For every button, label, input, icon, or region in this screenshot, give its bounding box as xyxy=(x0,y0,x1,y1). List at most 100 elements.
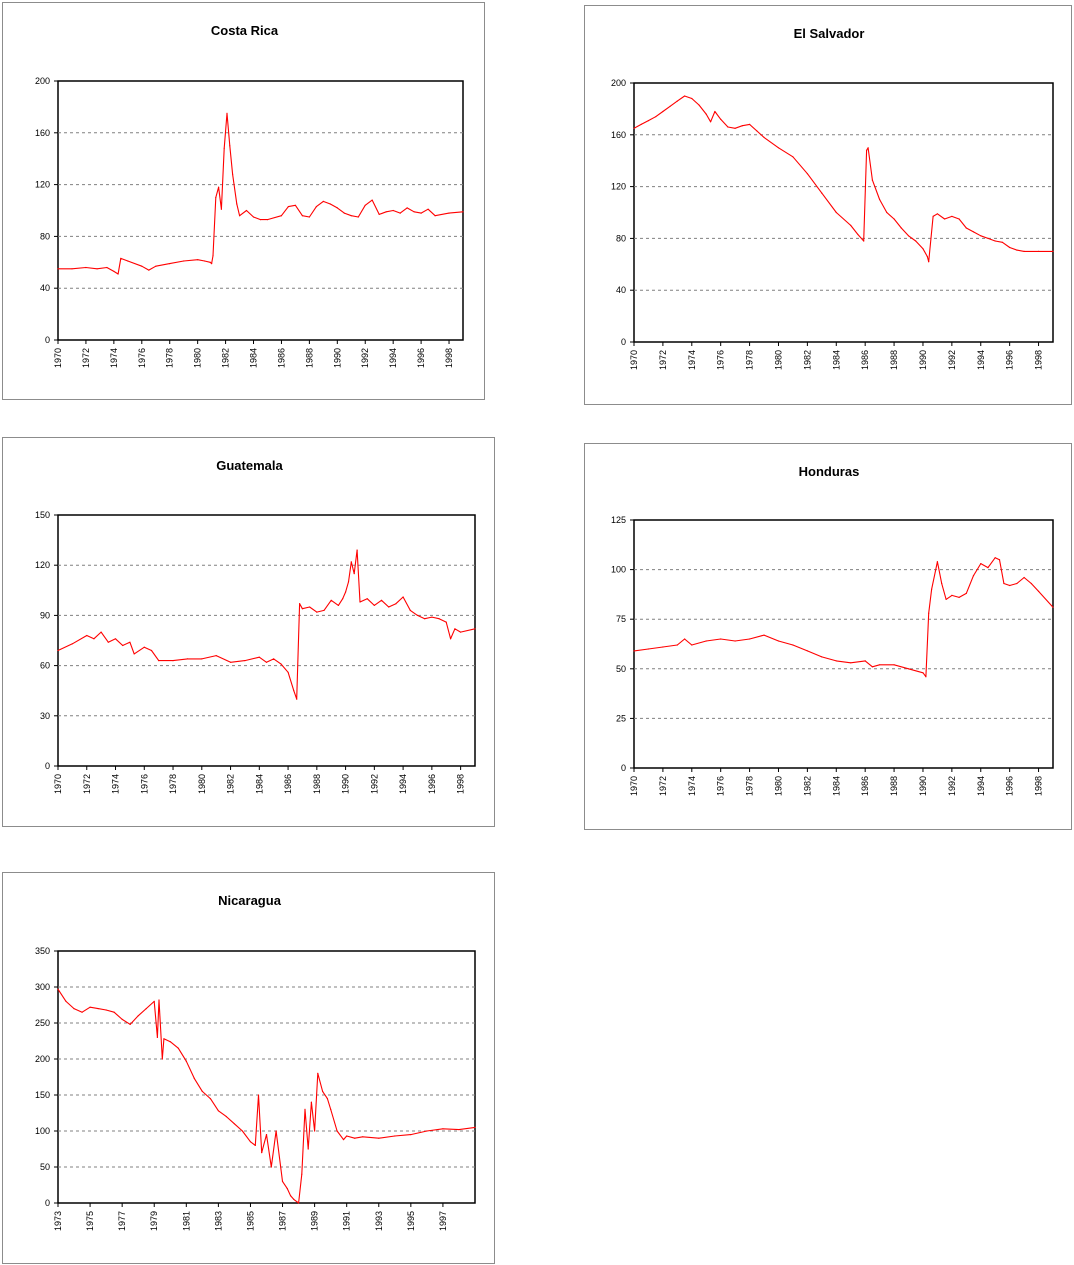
y-tick-label: 0 xyxy=(621,763,626,773)
data-point xyxy=(763,634,765,636)
data-point xyxy=(409,609,411,611)
data-point xyxy=(57,988,59,990)
data-point xyxy=(350,215,352,217)
data-point xyxy=(322,200,324,202)
y-tick-label: 50 xyxy=(40,1162,50,1172)
data-point xyxy=(965,592,967,594)
data-point xyxy=(201,658,203,660)
data-point xyxy=(226,112,228,114)
y-tick-label: 300 xyxy=(35,982,50,992)
data-point xyxy=(97,1008,99,1010)
x-tick-label: 1994 xyxy=(976,776,986,796)
data-point xyxy=(347,581,350,583)
data-point xyxy=(275,1130,277,1132)
data-point xyxy=(225,1116,227,1118)
x-tick-label: 1974 xyxy=(687,350,697,370)
data-point xyxy=(265,1134,268,1136)
data-point xyxy=(359,601,361,603)
data-point xyxy=(448,212,450,214)
data-point xyxy=(399,212,401,214)
data-point xyxy=(241,1130,243,1132)
data-point xyxy=(438,618,440,620)
x-tick-label: 1972 xyxy=(658,776,668,796)
x-tick-label: 1974 xyxy=(111,774,121,794)
data-point xyxy=(186,658,188,660)
x-tick-label: 1994 xyxy=(388,348,398,368)
data-point xyxy=(1009,584,1011,587)
x-tick-label: 1986 xyxy=(860,776,870,796)
x-tick-label: 1992 xyxy=(947,776,957,796)
data-point xyxy=(350,561,352,563)
data-point xyxy=(863,240,865,242)
data-point xyxy=(926,255,928,258)
data-point xyxy=(114,638,117,640)
data-point xyxy=(886,211,888,214)
data-point xyxy=(310,1101,312,1103)
data-point xyxy=(893,218,895,220)
data-point xyxy=(380,599,383,601)
y-tick-label: 160 xyxy=(35,128,50,138)
y-tick-label: 30 xyxy=(40,711,50,721)
data-point xyxy=(633,127,635,129)
x-tick-label: 1984 xyxy=(254,774,264,794)
data-point xyxy=(259,219,262,221)
data-point xyxy=(1030,582,1032,585)
x-tick-label: 1988 xyxy=(312,774,322,794)
chart-panel-honduras: Honduras 0 25 50 75 100 125 1970 1972 1974 1976 197… xyxy=(584,443,1072,830)
data-point xyxy=(756,130,758,132)
data-point xyxy=(183,260,185,262)
data-point xyxy=(727,126,729,128)
data-point xyxy=(252,216,255,218)
x-tick-label: 1993 xyxy=(374,1211,384,1231)
data-point xyxy=(395,603,397,605)
x-tick-label: 1994 xyxy=(976,350,986,370)
data-point xyxy=(998,559,1001,561)
x-tick-label: 1980 xyxy=(773,350,783,370)
data-point xyxy=(987,567,989,569)
data-point xyxy=(741,125,743,127)
x-tick-label: 1984 xyxy=(831,350,841,370)
y-tick-label: 120 xyxy=(35,560,50,570)
data-point xyxy=(309,606,311,608)
data-point xyxy=(281,1180,284,1182)
chart-panel-nicaragua: Nicaragua 0 50 100 150 200 250 300 350 1973 1975 19… xyxy=(2,872,495,1264)
x-tick-label: 1973 xyxy=(53,1211,63,1231)
data-point xyxy=(230,661,232,663)
data-point xyxy=(806,173,808,175)
x-tick-label: 1995 xyxy=(406,1211,416,1231)
data-point xyxy=(720,638,722,640)
data-point xyxy=(1038,250,1040,252)
data-point xyxy=(354,1137,356,1139)
data-point xyxy=(792,156,794,158)
data-point xyxy=(932,215,934,217)
data-point xyxy=(980,563,982,565)
data-point xyxy=(402,596,404,598)
data-point xyxy=(211,263,213,265)
y-tick-label: 100 xyxy=(611,565,626,575)
data-point xyxy=(307,1148,309,1150)
data-point xyxy=(972,231,975,233)
data-point xyxy=(835,211,837,214)
x-tick-label: 1982 xyxy=(226,774,236,794)
data-point xyxy=(951,215,953,217)
x-tick-label: 1982 xyxy=(221,348,231,368)
x-tick-label: 1980 xyxy=(193,348,203,368)
data-point xyxy=(749,123,751,125)
y-tick-label: 120 xyxy=(35,180,50,190)
data-point xyxy=(944,218,946,220)
data-point xyxy=(705,640,707,642)
data-point xyxy=(925,676,927,678)
data-point xyxy=(232,173,234,175)
data-point xyxy=(93,638,95,640)
data-point xyxy=(301,1173,303,1175)
data-point xyxy=(65,1000,67,1002)
data-point xyxy=(698,104,700,106)
data-point xyxy=(922,248,924,250)
data-point xyxy=(734,640,736,642)
data-point xyxy=(113,270,115,272)
data-point xyxy=(806,650,808,652)
data-point xyxy=(266,219,269,221)
x-tick-label: 1970 xyxy=(629,350,639,370)
data-point xyxy=(928,261,930,263)
data-point xyxy=(197,259,199,261)
